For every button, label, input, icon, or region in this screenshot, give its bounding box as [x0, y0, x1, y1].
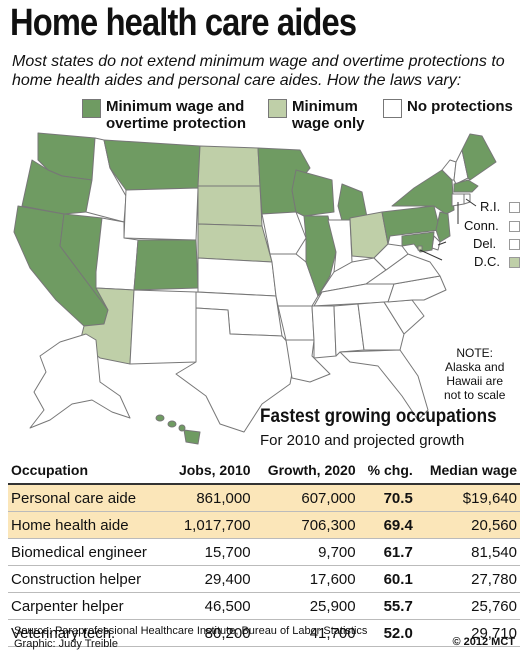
- cell-jobs: 1,017,700: [166, 511, 254, 539]
- map-legend: Minimum wage and overtime protection Min…: [0, 96, 527, 136]
- cell-wage: 20,560: [415, 511, 520, 539]
- state-tx: [175, 307, 297, 433]
- state-wy: [123, 187, 199, 241]
- state-wv: [373, 243, 409, 271]
- cell-wage: 25,760: [415, 592, 520, 620]
- state-nj: [435, 211, 451, 243]
- cell-wage: $19,640: [415, 484, 520, 512]
- inset-label-de: Del.: [473, 236, 497, 251]
- state-nd: [197, 145, 261, 187]
- inset-label-ri: R.I.: [480, 199, 501, 214]
- state-ar: [277, 305, 315, 341]
- cell-pct-change: 61.7: [358, 538, 416, 566]
- cell-occupation: Construction helper: [8, 565, 167, 593]
- cell-growth: 706,300: [253, 511, 359, 539]
- state-ne: [197, 223, 273, 263]
- cell-wage: 29,710: [415, 619, 520, 647]
- state-pa: [381, 205, 441, 245]
- cell-pct-change: 69.4: [358, 511, 416, 539]
- state-ia: [261, 211, 307, 255]
- cell-jobs: 80,200: [166, 619, 254, 647]
- state-fl: [339, 349, 429, 421]
- inset-label-ct: Conn.: [464, 218, 499, 233]
- table-row: Construction helper 29,400 17,600 60.1 27,78…: [8, 565, 520, 593]
- table-row: Carpenter helper 46,500 25,900 55.7 25,760: [8, 592, 520, 620]
- state-ks: [197, 257, 277, 297]
- occupations-table: Occupation Jobs, 2010 Growth, 2020 % chg…: [8, 456, 520, 647]
- cell-occupation: Personal care aide: [8, 484, 167, 512]
- cell-pct-change: 55.7: [358, 592, 416, 620]
- state-hi: [155, 414, 201, 445]
- cell-jobs: 29,400: [166, 565, 254, 593]
- cell-occupation: Carpenter helper: [8, 592, 167, 620]
- cell-pct-change: 70.5: [358, 484, 416, 512]
- state-wi: [291, 169, 335, 217]
- source-credit: Source: Paraprofessional Healthcare Inst…: [14, 625, 368, 650]
- cell-pct-change: 60.1: [358, 565, 416, 593]
- state-ga: [357, 301, 405, 351]
- col-header-occupation: Occupation: [8, 456, 167, 485]
- cell-growth: 607,000: [253, 484, 359, 512]
- inset-box-dc: [509, 257, 520, 268]
- col-header-jobs: Jobs, 2010: [166, 456, 254, 485]
- cell-pct-change: 52.0: [358, 619, 416, 647]
- inset-box-ri: [509, 202, 520, 213]
- legend-label-none: No protections: [407, 98, 513, 115]
- table-subtitle: For 2010 and projected growth: [260, 432, 465, 449]
- legend-swatch-min: [268, 99, 287, 118]
- table-row: Personal care aide 861,000 607,000 70.5 $19,…: [8, 484, 520, 512]
- state-ak: [29, 333, 131, 429]
- state-ri: [463, 193, 471, 205]
- table-row: Home health aide 1,017,700 706,300 69.4 20,5…: [8, 511, 520, 539]
- state-dc: [417, 245, 423, 251]
- state-sd: [197, 185, 263, 227]
- table-row: Veterinary tech. 80,200 41,700 52.0 29,710: [8, 619, 520, 647]
- legend-label-full: Minimum wage and overtime protection: [106, 98, 247, 132]
- map-note: NOTE: Alaska and Hawaii are not to scale: [444, 346, 506, 402]
- table-row: Biomedical engineer 15,700 9,700 61.7 81,540: [8, 538, 520, 566]
- cell-jobs: 46,500: [166, 592, 254, 620]
- cell-growth: 17,600: [253, 565, 359, 593]
- copyright: © 2012 MCT: [452, 636, 515, 648]
- cell-growth: 41,700: [253, 619, 359, 647]
- cell-occupation: Biomedical engineer: [8, 538, 167, 566]
- table-header-row: Occupation Jobs, 2010 Growth, 2020 % chg…: [8, 456, 520, 485]
- legend-label-min: Minimum wage only: [292, 98, 365, 132]
- state-me: [461, 133, 497, 181]
- col-header-wage: Median wage: [415, 456, 520, 485]
- col-header-growth: Growth, 2020: [253, 456, 359, 485]
- legend-swatch-full: [82, 99, 101, 118]
- inset-label-dc: D.C.: [474, 254, 500, 269]
- cell-jobs: 861,000: [166, 484, 254, 512]
- inset-box-de: [509, 239, 520, 250]
- cell-wage: 27,780: [415, 565, 520, 593]
- cell-growth: 25,900: [253, 592, 359, 620]
- cell-occupation: Veterinary tech.: [8, 619, 167, 647]
- cell-jobs: 15,700: [166, 538, 254, 566]
- us-map: [13, 132, 497, 445]
- subtitle: Most states do not extend minimum wage a…: [12, 53, 505, 89]
- state-ms: [311, 305, 337, 359]
- inset-box-ct: [509, 221, 520, 232]
- legend-swatch-none: [383, 99, 402, 118]
- col-header-pct: % chg.: [358, 456, 416, 485]
- state-al: [333, 303, 365, 357]
- state-co: [133, 239, 199, 291]
- page-title: Home health care aides: [10, 2, 357, 44]
- state-md: [401, 231, 435, 253]
- cell-growth: 9,700: [253, 538, 359, 566]
- cell-wage: 81,540: [415, 538, 520, 566]
- state-nh: [453, 149, 469, 185]
- state-ma: [453, 179, 479, 193]
- state-nm: [129, 289, 197, 365]
- cell-occupation: Home health aide: [8, 511, 167, 539]
- table-title: Fastest growing occupations: [260, 406, 497, 427]
